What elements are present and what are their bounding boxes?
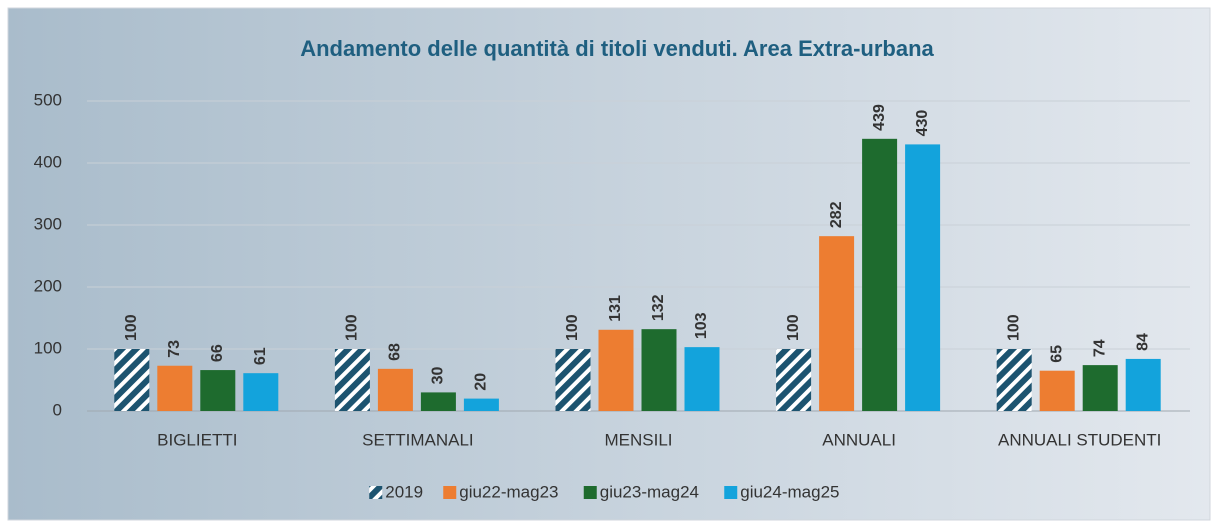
x-tick-label: ANNUALI STUDENTI bbox=[998, 430, 1161, 449]
legend-swatch bbox=[369, 486, 383, 499]
bar bbox=[420, 392, 456, 411]
y-tick-label: 400 bbox=[34, 152, 62, 171]
bar bbox=[819, 236, 855, 411]
bar bbox=[1039, 370, 1075, 411]
data-label: 100 bbox=[344, 314, 361, 341]
data-label: 30 bbox=[430, 367, 447, 385]
bar bbox=[1082, 365, 1118, 411]
y-tick-label: 0 bbox=[53, 400, 62, 419]
legend-swatch bbox=[443, 486, 457, 499]
legend-label: giu23-mag24 bbox=[600, 482, 699, 501]
bar bbox=[157, 365, 193, 411]
data-label: 100 bbox=[785, 314, 802, 341]
x-tick-label: MENSILI bbox=[604, 430, 672, 449]
data-label: 84 bbox=[1134, 333, 1151, 351]
bar bbox=[905, 144, 941, 411]
bar bbox=[996, 349, 1032, 411]
bar bbox=[243, 373, 279, 411]
legend-swatch bbox=[724, 486, 738, 499]
data-label: 68 bbox=[387, 343, 404, 361]
legend-label: giu22-mag23 bbox=[459, 482, 558, 501]
bar bbox=[598, 329, 634, 411]
data-label: 73 bbox=[166, 340, 183, 358]
data-label: 131 bbox=[607, 295, 624, 322]
y-tick-label: 500 bbox=[34, 90, 62, 109]
bar bbox=[641, 329, 677, 411]
chart-background bbox=[7, 7, 1211, 521]
data-label: 282 bbox=[828, 201, 845, 228]
bar bbox=[684, 347, 720, 411]
bar bbox=[555, 349, 591, 411]
data-label: 66 bbox=[209, 344, 226, 362]
bar bbox=[776, 349, 812, 411]
bar bbox=[114, 349, 150, 411]
bar bbox=[1125, 358, 1161, 411]
data-label: 61 bbox=[252, 347, 269, 365]
x-tick-label: SETTIMANALI bbox=[362, 430, 473, 449]
data-label: 100 bbox=[1005, 314, 1022, 341]
bar bbox=[200, 370, 236, 411]
legend-label: giu24-mag25 bbox=[740, 482, 839, 501]
y-tick-label: 200 bbox=[34, 276, 62, 295]
bar bbox=[334, 349, 370, 411]
data-label: 430 bbox=[914, 110, 931, 137]
data-label: 74 bbox=[1091, 339, 1108, 357]
data-label: 65 bbox=[1048, 345, 1065, 363]
chart-title: Andamento delle quantità di titoli vendu… bbox=[300, 36, 934, 61]
data-label: 439 bbox=[871, 104, 888, 131]
data-label: 103 bbox=[693, 312, 710, 339]
data-label: 20 bbox=[473, 373, 490, 391]
x-tick-label: BIGLIETTI bbox=[157, 430, 237, 449]
legend-swatch bbox=[583, 486, 597, 499]
bar bbox=[463, 398, 499, 411]
x-tick-label: ANNUALI bbox=[822, 430, 896, 449]
y-tick-label: 300 bbox=[34, 214, 62, 233]
data-label: 132 bbox=[650, 294, 667, 321]
bar bbox=[377, 368, 413, 411]
bar bbox=[862, 138, 898, 411]
legend-label: 2019 bbox=[385, 482, 423, 501]
data-label: 100 bbox=[564, 314, 581, 341]
data-label: 100 bbox=[123, 314, 140, 341]
y-tick-label: 100 bbox=[34, 338, 62, 357]
